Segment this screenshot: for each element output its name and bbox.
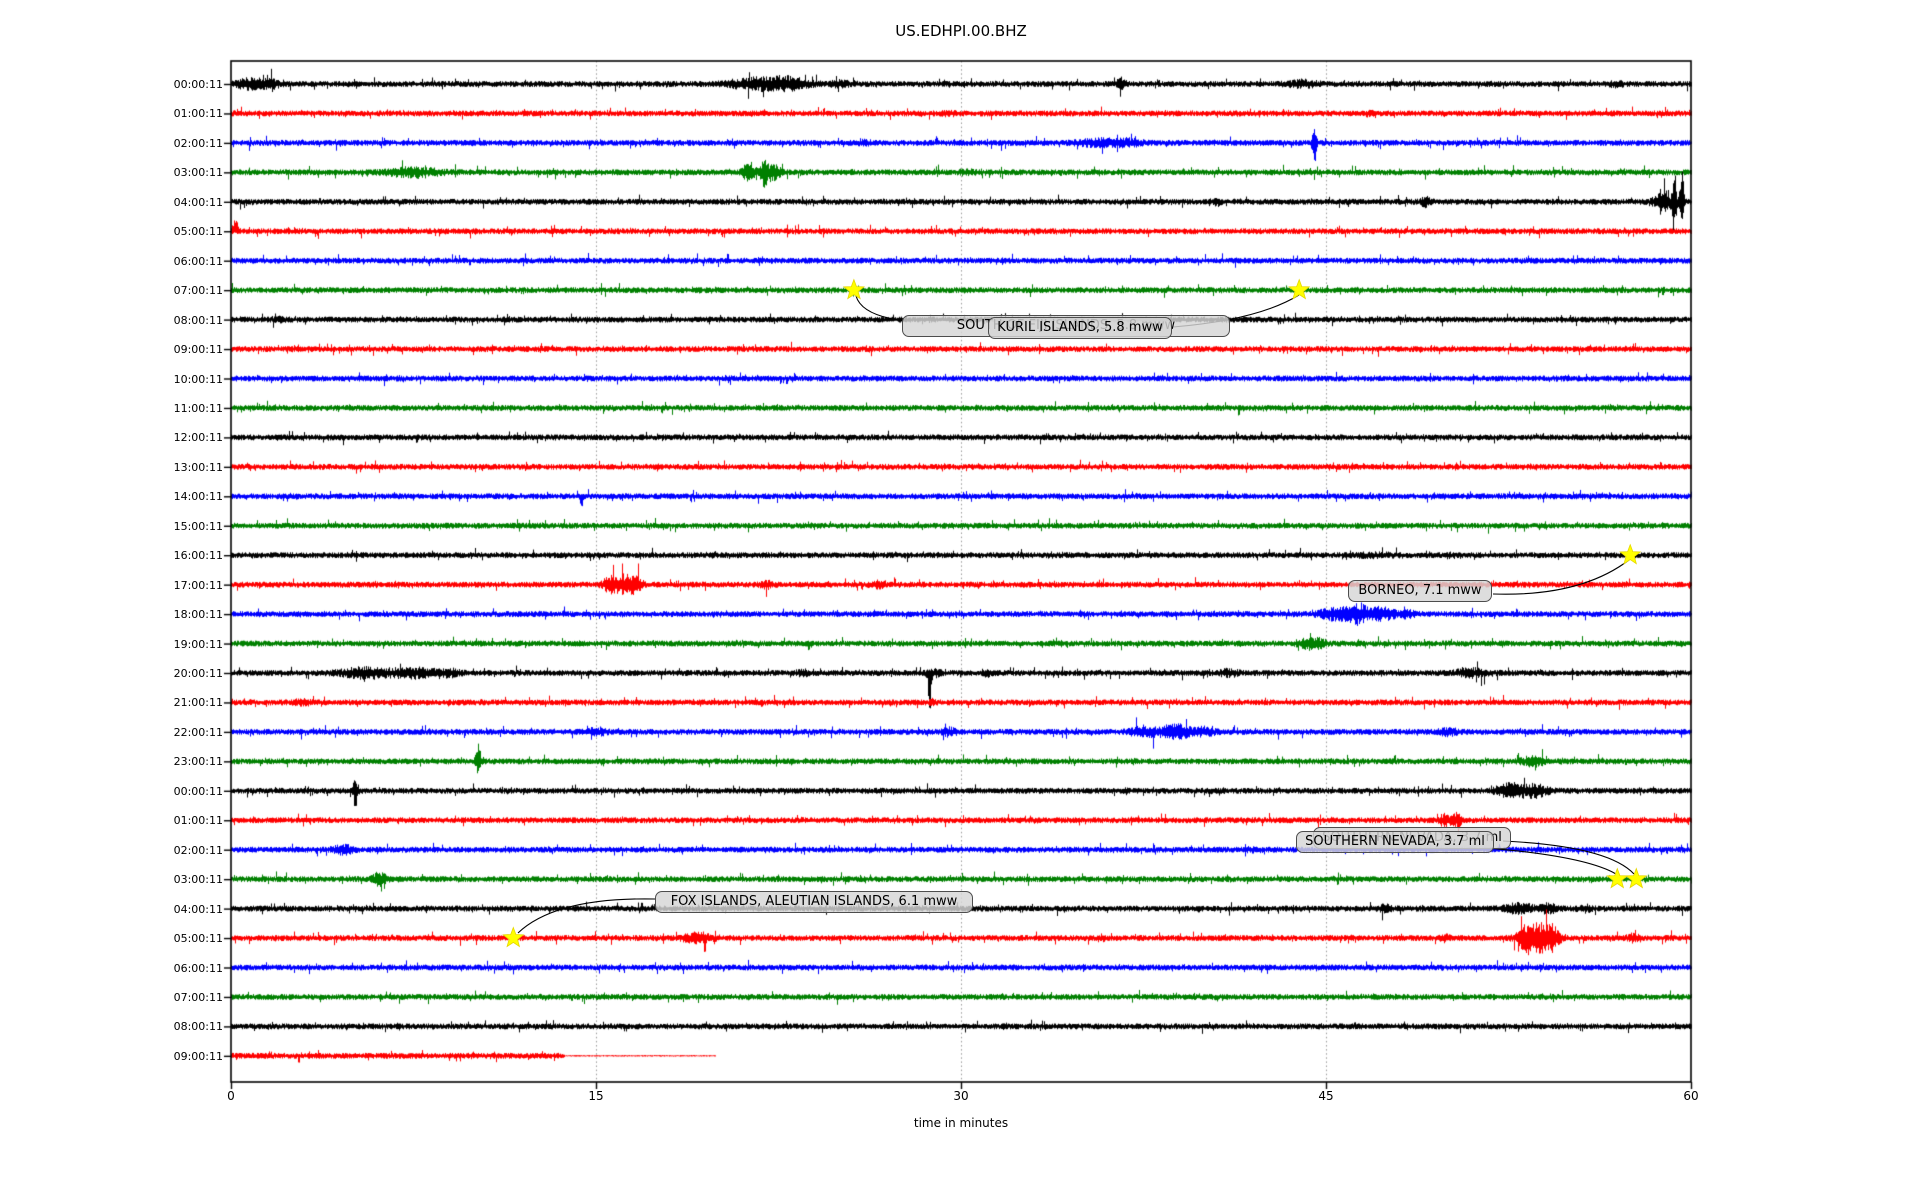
trace-start-time-label: 15:00:11 [173,519,223,533]
trace-start-time-label: 07:00:11 [173,990,223,1004]
trace-start-time-label: 18:00:11 [173,608,223,622]
trace-start-time-label: 03:00:11 [173,166,223,180]
x-tick-label: 15 [588,1089,604,1103]
trace-start-time-label: 01:00:11 [173,814,223,828]
trace-start-time-label: 21:00:11 [173,696,223,710]
trace-start-time-label: 23:00:11 [173,755,223,769]
trace-start-time-label: 05:00:11 [173,932,223,946]
trace-start-time-label: 03:00:11 [173,873,223,887]
x-tick-label: 30 [953,1089,969,1103]
trace-start-time-label: 04:00:11 [173,902,223,916]
event-annotation: FOX ISLANDS, ALEUTIAN ISLANDS, 6.1 mww [655,891,973,913]
trace-start-time-label: 08:00:11 [173,1020,223,1034]
trace-start-time-label: 00:00:11 [173,784,223,798]
x-axis-label: time in minutes [913,1116,1009,1130]
trace-start-time-label: 10:00:11 [173,372,223,386]
trace-start-time-label: 09:00:11 [173,1049,223,1063]
trace-start-time-label: 02:00:11 [173,843,223,857]
event-annotation: KURIL ISLANDS, 5.8 mww [988,317,1172,339]
trace-start-time-label: 08:00:11 [173,313,223,327]
trace-start-time-label: 19:00:11 [173,637,223,651]
trace-start-time-label: 09:00:11 [173,343,223,357]
trace-start-time-label: 02:00:11 [173,136,223,150]
trace-start-time-label: 05:00:11 [173,225,223,239]
x-tick-label: 45 [1318,1089,1334,1103]
trace-start-time-label: 07:00:11 [173,284,223,298]
x-tick-label: 0 [227,1089,235,1103]
trace-start-time-label: 06:00:11 [173,254,223,268]
event-annotation: BORNEO, 7.1 mww [1348,580,1492,602]
trace-start-time-label: 06:00:11 [173,961,223,975]
trace-start-time-label: 11:00:11 [173,401,223,415]
trace-start-time-label: 20:00:11 [173,667,223,680]
trace-start-time-label: 13:00:11 [173,460,223,474]
trace-start-time-label: 04:00:11 [173,195,223,209]
trace-start-time-label: 00:00:11 [173,78,223,91]
trace-start-time-label: 16:00:11 [173,549,223,563]
event-annotation: SOUTHERN NEVADA, 3.7 ml [1296,831,1494,853]
trace-start-time-label: 01:00:11 [173,107,223,121]
trace-start-time-label: 14:00:11 [173,490,223,504]
trace-start-time-label: 17:00:11 [173,578,223,592]
trace-start-time-label: 12:00:11 [173,431,223,445]
trace-start-time-label: 22:00:11 [173,725,223,739]
x-tick-label: 60 [1683,1089,1699,1103]
